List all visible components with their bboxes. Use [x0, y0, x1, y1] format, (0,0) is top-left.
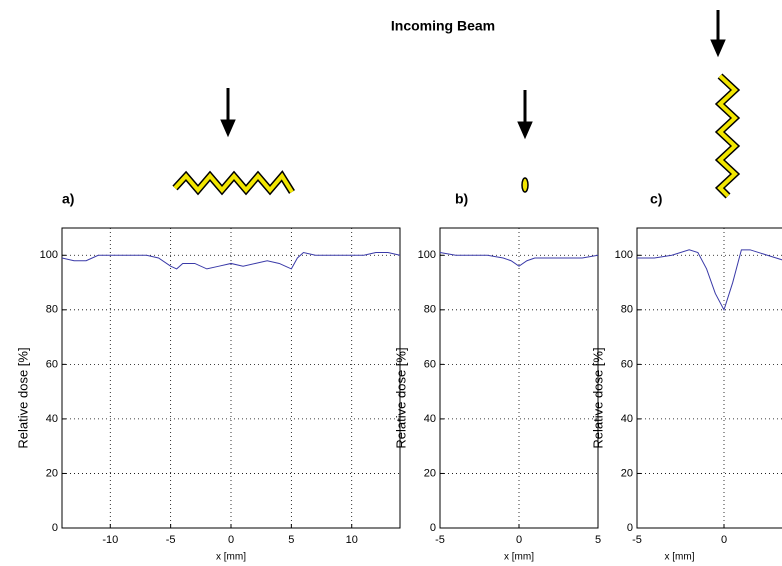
x-tick-label: -5 — [166, 534, 176, 546]
dose-line — [439, 252, 599, 267]
y-tick-label: 40 — [424, 413, 436, 425]
y-tick-label: 80 — [46, 304, 58, 316]
dose-line — [637, 249, 782, 312]
dose-line — [61, 252, 401, 270]
x-axis-label: x [mm] — [216, 552, 246, 563]
y-axis-label: Relative dose [%] — [590, 347, 605, 448]
x-tick-label: 0 — [721, 534, 727, 546]
y-tick-label: 0 — [52, 522, 58, 534]
sample-c-fill — [717, 74, 738, 198]
x-tick-label: 5 — [288, 534, 294, 546]
plot-frame — [636, 227, 782, 529]
beam-arrows — [220, 10, 726, 140]
panel-label: a) — [62, 191, 74, 207]
x-tick-label: 10 — [346, 534, 358, 546]
x-tick-label: 0 — [228, 534, 234, 546]
y-tick-label: 100 — [418, 249, 436, 261]
x-tick-label: 0 — [516, 534, 522, 546]
y-tick-label: 20 — [46, 467, 58, 479]
x-axis-label: x [mm] — [665, 552, 695, 563]
plot-frame — [61, 227, 401, 529]
y-axis-label: Relative dose [%] — [15, 347, 30, 448]
y-tick-label: 80 — [424, 304, 436, 316]
y-tick-label: 0 — [627, 522, 633, 534]
y-tick-label: 40 — [621, 413, 633, 425]
x-tick-label: 5 — [595, 534, 601, 546]
y-tick-label: 60 — [46, 358, 58, 370]
y-tick-label: 80 — [621, 304, 633, 316]
sample-b — [521, 177, 529, 193]
x-tick-label: -10 — [102, 534, 118, 546]
x-tick-label: -5 — [435, 534, 445, 546]
figure-title: Incoming Beam — [391, 18, 495, 34]
plot-frame — [439, 227, 599, 529]
y-tick-label: 100 — [40, 249, 58, 261]
sample-a-fill — [173, 172, 294, 194]
y-tick-label: 20 — [621, 467, 633, 479]
y-tick-label: 60 — [424, 358, 436, 370]
y-tick-label: 0 — [430, 522, 436, 534]
panel-label: b) — [455, 191, 468, 207]
y-tick-label: 60 — [621, 358, 633, 370]
y-axis-label: Relative dose [%] — [393, 347, 408, 448]
y-tick-label: 40 — [46, 413, 58, 425]
x-axis-label: x [mm] — [504, 552, 534, 563]
y-tick-label: 20 — [424, 467, 436, 479]
panel-label: c) — [650, 191, 662, 207]
y-tick-label: 100 — [615, 249, 633, 261]
x-tick-label: -5 — [632, 534, 642, 546]
chart-panel: a) 0 20 40 60 80 100 -10 -5 0 5 10 x [mm] Relative do… — [15, 191, 401, 563]
